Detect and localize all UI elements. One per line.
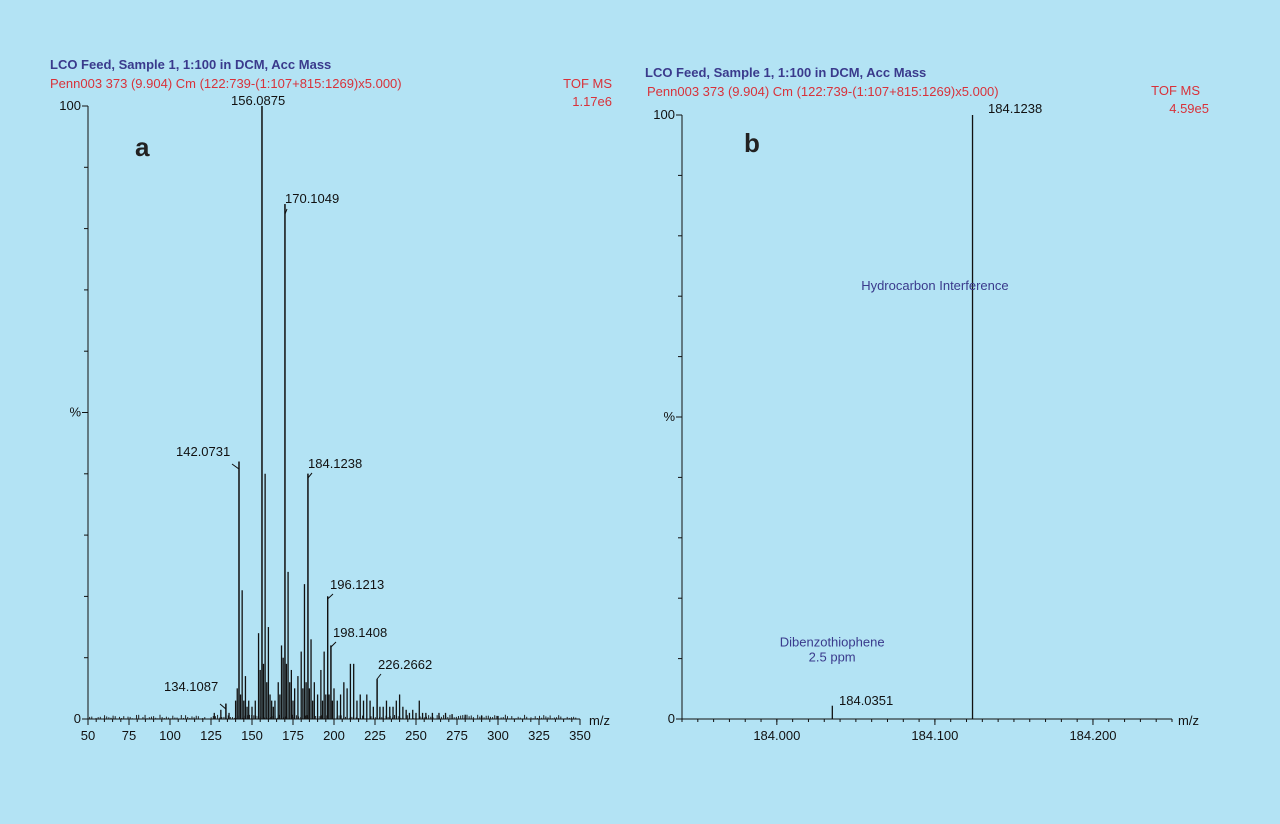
panel-a-x-tick-label: 350 xyxy=(569,728,591,743)
panel-a-x-tick-label: 200 xyxy=(323,728,345,743)
panel-b-x-tick-label: 184.000 xyxy=(753,728,800,743)
panel-a-x-tick-label: 150 xyxy=(241,728,263,743)
panel-a-x-tick-label: 75 xyxy=(122,728,136,743)
panel-a-x-tick-label: 250 xyxy=(405,728,427,743)
panel-b-letter: b xyxy=(744,128,760,158)
panel-a-plot: 0% 100 50 75 100 125 150 175 200 225 250 275 300 325 3… xyxy=(59,93,591,743)
panel-b-y-tick-label: 100 xyxy=(653,107,675,122)
peak-label: 198.1408 xyxy=(333,625,387,640)
panel-b-instrument: TOF MS xyxy=(1151,83,1200,98)
peak-leader-line xyxy=(219,703,227,711)
panel-b-x-tick-label: 184.100 xyxy=(911,728,958,743)
peak-label: 134.1087 xyxy=(164,679,218,694)
annotation-text: 2.5 ppm xyxy=(809,650,856,665)
panel-b-xlabel: m/z xyxy=(1178,713,1199,728)
peak-label: 170.1049 xyxy=(285,191,339,206)
annotation-text: Dibenzothiophene xyxy=(780,635,885,650)
panel-a-subtitle: Penn003 373 (9.904) Cm (122:739-(1:107+8… xyxy=(50,76,402,91)
peak-leader-line xyxy=(284,204,288,215)
peak-leader-line xyxy=(231,461,240,470)
panel-a-letter: a xyxy=(135,132,150,162)
panel-a-instrument: TOF MS xyxy=(563,76,612,91)
panel-a-x-tick-label: 125 xyxy=(200,728,222,743)
peak-label: 226.2662 xyxy=(378,657,432,672)
panel-a-x-tick-label: 325 xyxy=(528,728,550,743)
panel-b-subtitle: Penn003 373 (9.904) Cm (122:739-(1:107+8… xyxy=(647,84,999,99)
panel-b-y-tick-label: 0 xyxy=(668,711,675,726)
panel-b-plot: 0% 100 184.000 184.100 184.200 184.0351 184.12… xyxy=(653,101,1173,743)
panel-a-x-tick-label: 50 xyxy=(81,728,95,743)
panel-a-y-tick-label: % xyxy=(69,405,81,420)
panel-a-y-tick-label: 100 xyxy=(59,98,81,113)
panel-a-x-tick-label: 300 xyxy=(487,728,509,743)
panel-a-y-tick-label: 0 xyxy=(74,711,81,726)
annotation-text: Hydrocarbon Interference xyxy=(861,278,1008,293)
peak-leader-line xyxy=(376,673,382,680)
panel-b-intensity: 4.59e5 xyxy=(1169,101,1209,116)
panel-a-x-tick-label: 175 xyxy=(282,728,304,743)
panel-b-x-tick-label: 184.200 xyxy=(1069,728,1116,743)
panel-a-x-tick-label: 225 xyxy=(364,728,386,743)
panel-a-xlabel: m/z xyxy=(589,713,610,728)
panel-a-title: LCO Feed, Sample 1, 1:100 in DCM, Acc Ma… xyxy=(50,57,331,72)
peak-leader-line xyxy=(330,641,337,649)
panel-a-x-tick-label: 100 xyxy=(159,728,181,743)
peak-label: 142.0731 xyxy=(176,444,230,459)
peak-label: 184.0351 xyxy=(839,693,893,708)
peak-label: 196.1213 xyxy=(330,577,384,592)
panel-b-y-tick-label: % xyxy=(663,409,675,424)
peak-label: 184.1238 xyxy=(988,101,1042,116)
panel-a-x-tick-label: 275 xyxy=(446,728,468,743)
panel-a-intensity: 1.17e6 xyxy=(572,94,612,109)
panel-b-title: LCO Feed, Sample 1, 1:100 in DCM, Acc Ma… xyxy=(645,65,926,80)
peak-label: 184.1238 xyxy=(308,456,362,471)
peak-label: 156.0875 xyxy=(231,93,285,108)
peak-leader-line xyxy=(327,593,334,601)
peak-leader-line xyxy=(307,472,313,480)
